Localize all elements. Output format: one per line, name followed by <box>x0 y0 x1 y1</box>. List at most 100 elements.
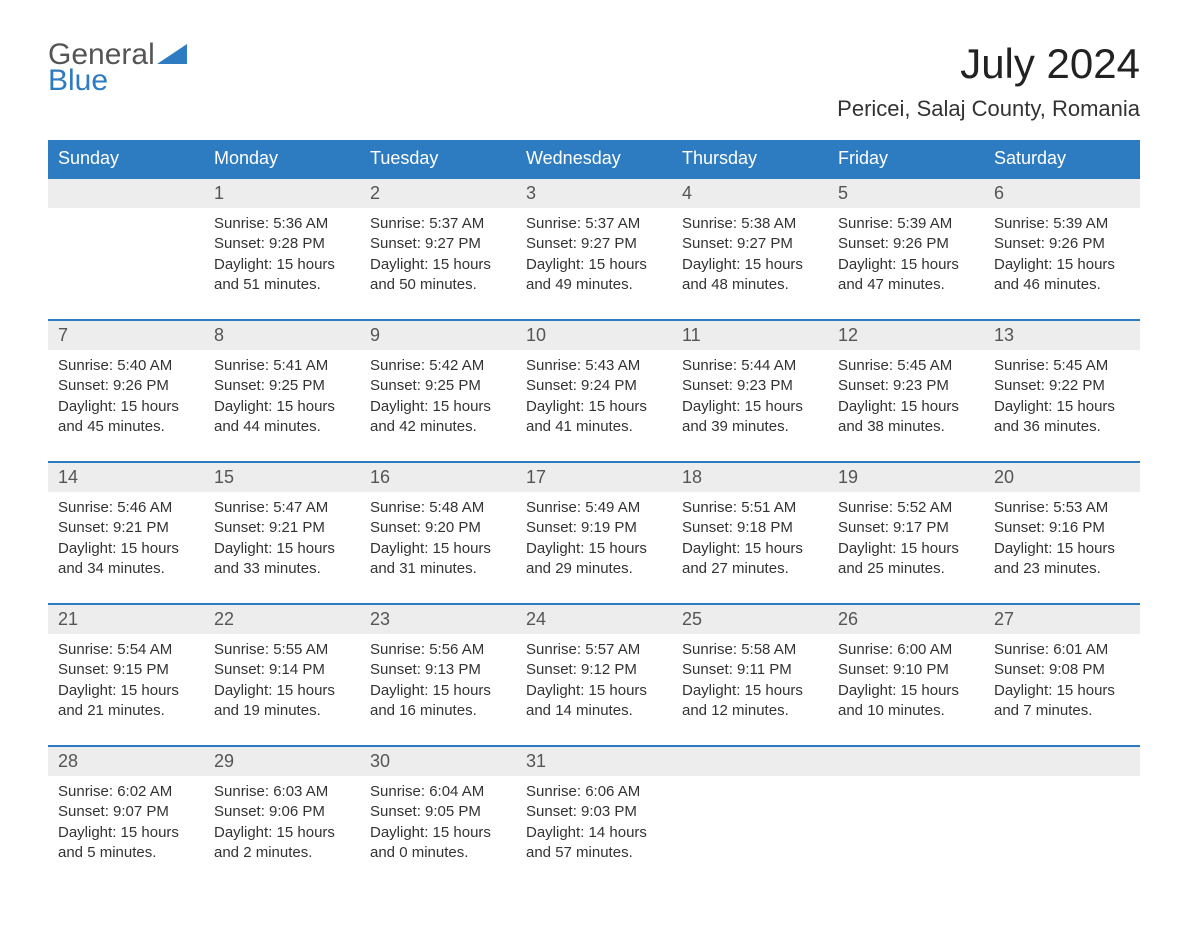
sunset-text: Sunset: 9:11 PM <box>682 660 818 680</box>
sunset-text: Sunset: 9:28 PM <box>214 234 350 254</box>
day-number: 23 <box>360 604 516 634</box>
day-info: Sunrise: 5:45 AMSunset: 9:22 PMDaylight:… <box>984 350 1140 462</box>
sunset-text: Sunset: 9:03 PM <box>526 802 662 822</box>
day-number: 19 <box>828 462 984 492</box>
daylight-text: Daylight: 15 hours and 42 minutes. <box>370 397 506 438</box>
sunset-text: Sunset: 9:17 PM <box>838 518 974 538</box>
sunrise-text: Sunrise: 5:39 AM <box>994 214 1130 234</box>
daylight-text: Daylight: 15 hours and 7 minutes. <box>994 681 1130 722</box>
week-daynum-row: 28293031 <box>48 746 1140 776</box>
day-number: 9 <box>360 320 516 350</box>
day-number: 17 <box>516 462 672 492</box>
day-number: 20 <box>984 462 1140 492</box>
daylight-text: Daylight: 15 hours and 44 minutes. <box>214 397 350 438</box>
sunset-text: Sunset: 9:27 PM <box>526 234 662 254</box>
day-number: 18 <box>672 462 828 492</box>
day-number: 26 <box>828 604 984 634</box>
week-daynum-row: 14151617181920 <box>48 462 1140 492</box>
day-number: 8 <box>204 320 360 350</box>
day-number: 15 <box>204 462 360 492</box>
sunrise-text: Sunrise: 6:02 AM <box>58 782 194 802</box>
sunrise-text: Sunrise: 5:36 AM <box>214 214 350 234</box>
day-info: Sunrise: 5:43 AMSunset: 9:24 PMDaylight:… <box>516 350 672 462</box>
day-number <box>48 178 204 208</box>
day-number: 6 <box>984 178 1140 208</box>
day-info: Sunrise: 6:06 AMSunset: 9:03 PMDaylight:… <box>516 776 672 887</box>
day-info: Sunrise: 6:04 AMSunset: 9:05 PMDaylight:… <box>360 776 516 887</box>
day-info: Sunrise: 5:48 AMSunset: 9:20 PMDaylight:… <box>360 492 516 604</box>
day-number: 27 <box>984 604 1140 634</box>
week-info-row: Sunrise: 5:40 AMSunset: 9:26 PMDaylight:… <box>48 350 1140 462</box>
daylight-text: Daylight: 15 hours and 41 minutes. <box>526 397 662 438</box>
day-info: Sunrise: 5:47 AMSunset: 9:21 PMDaylight:… <box>204 492 360 604</box>
daylight-text: Daylight: 15 hours and 14 minutes. <box>526 681 662 722</box>
sunset-text: Sunset: 9:23 PM <box>682 376 818 396</box>
sunset-text: Sunset: 9:12 PM <box>526 660 662 680</box>
day-info: Sunrise: 5:39 AMSunset: 9:26 PMDaylight:… <box>984 208 1140 320</box>
sunrise-text: Sunrise: 5:43 AM <box>526 356 662 376</box>
sunrise-text: Sunrise: 5:45 AM <box>994 356 1130 376</box>
daylight-text: Daylight: 15 hours and 16 minutes. <box>370 681 506 722</box>
sunrise-text: Sunrise: 6:00 AM <box>838 640 974 660</box>
day-number: 10 <box>516 320 672 350</box>
day-info: Sunrise: 5:38 AMSunset: 9:27 PMDaylight:… <box>672 208 828 320</box>
daylight-text: Daylight: 15 hours and 34 minutes. <box>58 539 194 580</box>
month-title: July 2024 <box>837 40 1140 88</box>
sunset-text: Sunset: 9:22 PM <box>994 376 1130 396</box>
dayhead-saturday: Saturday <box>984 140 1140 178</box>
sunrise-text: Sunrise: 5:53 AM <box>994 498 1130 518</box>
day-info: Sunrise: 6:01 AMSunset: 9:08 PMDaylight:… <box>984 634 1140 746</box>
sunset-text: Sunset: 9:15 PM <box>58 660 194 680</box>
day-number: 24 <box>516 604 672 634</box>
sunset-text: Sunset: 9:13 PM <box>370 660 506 680</box>
daylight-text: Daylight: 15 hours and 49 minutes. <box>526 255 662 296</box>
sunset-text: Sunset: 9:05 PM <box>370 802 506 822</box>
day-info: Sunrise: 5:56 AMSunset: 9:13 PMDaylight:… <box>360 634 516 746</box>
sunrise-text: Sunrise: 5:46 AM <box>58 498 194 518</box>
sunrise-text: Sunrise: 5:37 AM <box>370 214 506 234</box>
day-header-row: Sunday Monday Tuesday Wednesday Thursday… <box>48 140 1140 178</box>
sunrise-text: Sunrise: 6:04 AM <box>370 782 506 802</box>
sunrise-text: Sunrise: 5:44 AM <box>682 356 818 376</box>
header: General Blue July 2024 Pericei, Salaj Co… <box>48 40 1140 122</box>
week-daynum-row: 78910111213 <box>48 320 1140 350</box>
sunrise-text: Sunrise: 5:57 AM <box>526 640 662 660</box>
sunrise-text: Sunrise: 5:48 AM <box>370 498 506 518</box>
sunset-text: Sunset: 9:27 PM <box>682 234 818 254</box>
dayhead-friday: Friday <box>828 140 984 178</box>
daylight-text: Daylight: 15 hours and 29 minutes. <box>526 539 662 580</box>
day-info: Sunrise: 5:54 AMSunset: 9:15 PMDaylight:… <box>48 634 204 746</box>
daylight-text: Daylight: 15 hours and 27 minutes. <box>682 539 818 580</box>
day-number <box>672 746 828 776</box>
day-number: 14 <box>48 462 204 492</box>
day-number: 31 <box>516 746 672 776</box>
day-number: 28 <box>48 746 204 776</box>
day-info: Sunrise: 5:53 AMSunset: 9:16 PMDaylight:… <box>984 492 1140 604</box>
sunset-text: Sunset: 9:25 PM <box>370 376 506 396</box>
daylight-text: Daylight: 15 hours and 19 minutes. <box>214 681 350 722</box>
calendar-table: Sunday Monday Tuesday Wednesday Thursday… <box>48 140 1140 887</box>
sunset-text: Sunset: 9:25 PM <box>214 376 350 396</box>
sunset-text: Sunset: 9:27 PM <box>370 234 506 254</box>
day-number: 21 <box>48 604 204 634</box>
sunset-text: Sunset: 9:23 PM <box>838 376 974 396</box>
daylight-text: Daylight: 15 hours and 47 minutes. <box>838 255 974 296</box>
day-info: Sunrise: 5:37 AMSunset: 9:27 PMDaylight:… <box>360 208 516 320</box>
daylight-text: Daylight: 15 hours and 10 minutes. <box>838 681 974 722</box>
title-block: July 2024 Pericei, Salaj County, Romania <box>837 40 1140 122</box>
sunset-text: Sunset: 9:18 PM <box>682 518 818 538</box>
sunrise-text: Sunrise: 5:55 AM <box>214 640 350 660</box>
day-number: 4 <box>672 178 828 208</box>
sunrise-text: Sunrise: 5:40 AM <box>58 356 194 376</box>
daylight-text: Daylight: 15 hours and 31 minutes. <box>370 539 506 580</box>
day-info: Sunrise: 6:02 AMSunset: 9:07 PMDaylight:… <box>48 776 204 887</box>
logo: General Blue <box>48 40 187 96</box>
dayhead-wednesday: Wednesday <box>516 140 672 178</box>
sunrise-text: Sunrise: 5:38 AM <box>682 214 818 234</box>
daylight-text: Daylight: 15 hours and 2 minutes. <box>214 823 350 864</box>
day-number: 5 <box>828 178 984 208</box>
daylight-text: Daylight: 15 hours and 39 minutes. <box>682 397 818 438</box>
sunrise-text: Sunrise: 5:51 AM <box>682 498 818 518</box>
day-info: Sunrise: 5:36 AMSunset: 9:28 PMDaylight:… <box>204 208 360 320</box>
sunset-text: Sunset: 9:10 PM <box>838 660 974 680</box>
